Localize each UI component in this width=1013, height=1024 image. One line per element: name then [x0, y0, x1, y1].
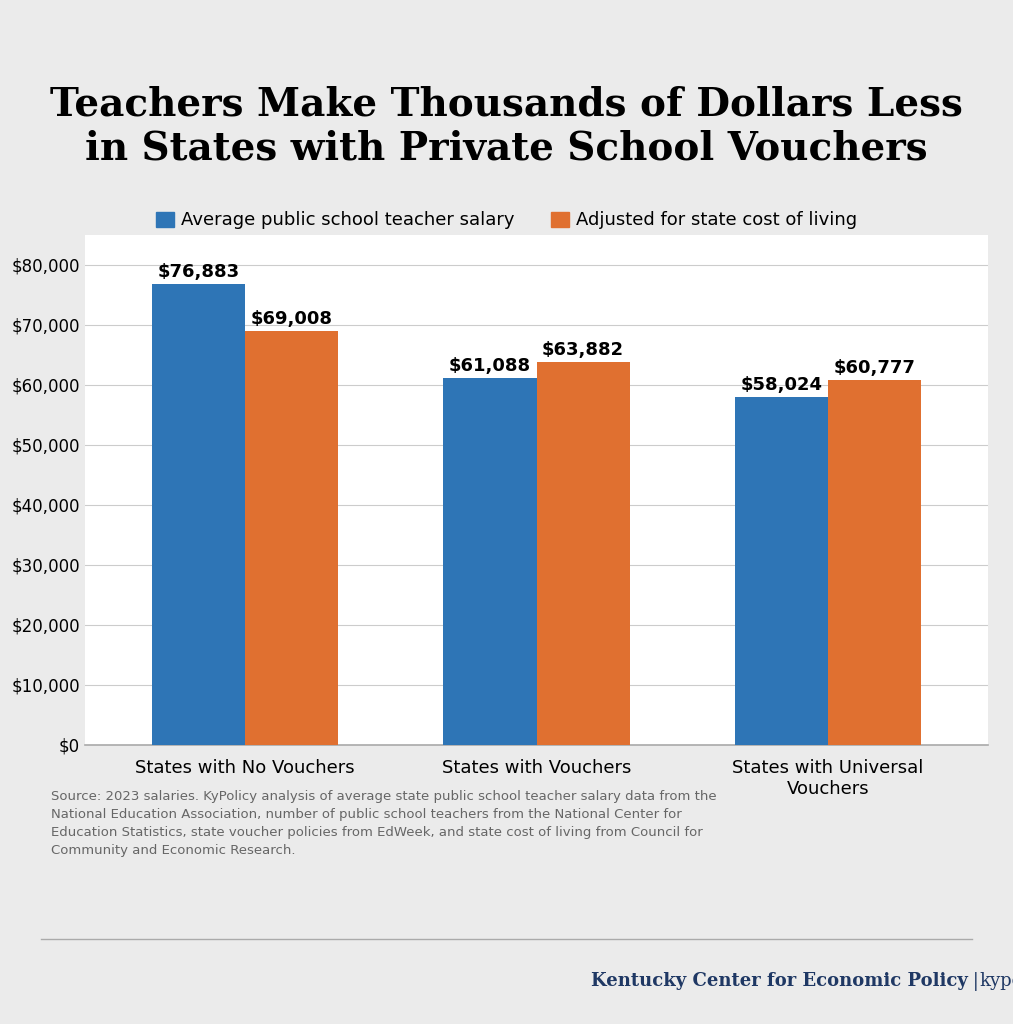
Text: kypolicy.org: kypolicy.org: [980, 973, 1013, 990]
Text: Kentucky Center for Economic Policy: Kentucky Center for Economic Policy: [591, 973, 967, 990]
Text: $58,024: $58,024: [741, 376, 823, 394]
Text: Source: 2023 salaries. KyPolicy analysis of average state public school teacher : Source: 2023 salaries. KyPolicy analysis…: [51, 790, 716, 857]
Bar: [734, 397, 828, 745]
Text: in States with Private School Vouchers: in States with Private School Vouchers: [85, 130, 928, 168]
Bar: [444, 379, 537, 745]
Text: $76,883: $76,883: [158, 263, 240, 281]
Text: $63,882: $63,882: [542, 341, 624, 358]
Text: $61,088: $61,088: [449, 357, 531, 376]
Text: $69,008: $69,008: [251, 310, 333, 328]
Bar: [537, 361, 630, 745]
Bar: [152, 284, 245, 745]
Text: $60,777: $60,777: [834, 359, 916, 377]
Bar: [245, 331, 338, 745]
Text: |: |: [967, 972, 985, 991]
Text: Teachers Make Thousands of Dollars Less: Teachers Make Thousands of Dollars Less: [50, 85, 963, 123]
Bar: [828, 380, 921, 745]
Legend: Average public school teacher salary, Adjusted for state cost of living: Average public school teacher salary, Ad…: [149, 204, 864, 237]
